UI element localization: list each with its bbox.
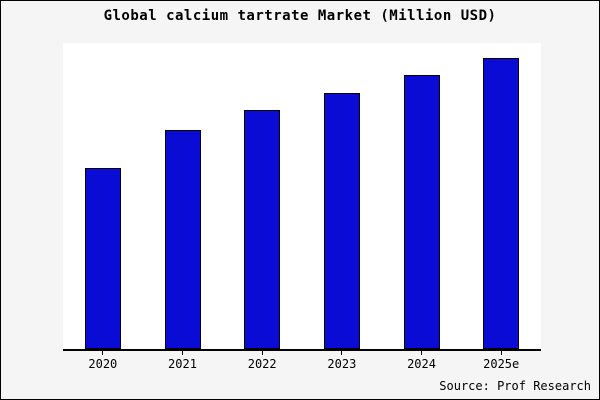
x-axis-labels: 2020 2021 2022 2023 2024 2025e [63, 351, 541, 373]
bar-slot [302, 43, 382, 349]
x-tick-label-2022: 2022 [222, 351, 302, 373]
bar-2024 [403, 75, 440, 349]
x-tick-label-2023: 2023 [302, 351, 382, 373]
bar-2021 [164, 130, 201, 349]
bar-slot [222, 43, 302, 349]
x-tick-label-2025e: 2025e [461, 351, 541, 373]
bar-2025e [483, 57, 520, 349]
plot-area [63, 43, 541, 351]
bar-slot [143, 43, 223, 349]
source-text: Source: Prof Research [439, 379, 591, 393]
bar-slot [382, 43, 462, 349]
bar-2022 [244, 110, 281, 349]
x-tick-mark [261, 351, 263, 355]
x-tick-label-2020: 2020 [63, 351, 143, 373]
x-tick-mark [421, 351, 423, 355]
x-tick-mark [500, 351, 502, 355]
x-tick-mark [341, 351, 343, 355]
chart-title: Global calcium tartrate Market (Million … [103, 8, 497, 24]
x-tick-mark [102, 351, 104, 355]
bar-slot [461, 43, 541, 349]
bar-2020 [84, 168, 121, 349]
x-tick-mark [182, 351, 183, 355]
x-tick-label-2021: 2021 [143, 351, 223, 373]
x-tick-label-2024: 2024 [382, 351, 462, 373]
bar-group [63, 43, 541, 349]
bar-2023 [323, 92, 360, 349]
bar-slot [63, 43, 143, 349]
